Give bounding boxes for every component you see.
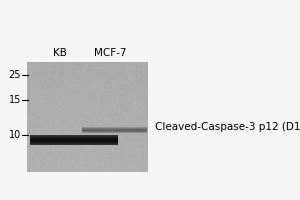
Text: KB: KB	[53, 48, 67, 58]
Text: MCF-7: MCF-7	[94, 48, 126, 58]
Text: 10: 10	[9, 130, 21, 140]
Text: 15: 15	[9, 95, 21, 105]
Text: 25: 25	[8, 70, 21, 80]
Text: Cleaved-Caspase-3 p12 (D175): Cleaved-Caspase-3 p12 (D175)	[155, 122, 300, 132]
